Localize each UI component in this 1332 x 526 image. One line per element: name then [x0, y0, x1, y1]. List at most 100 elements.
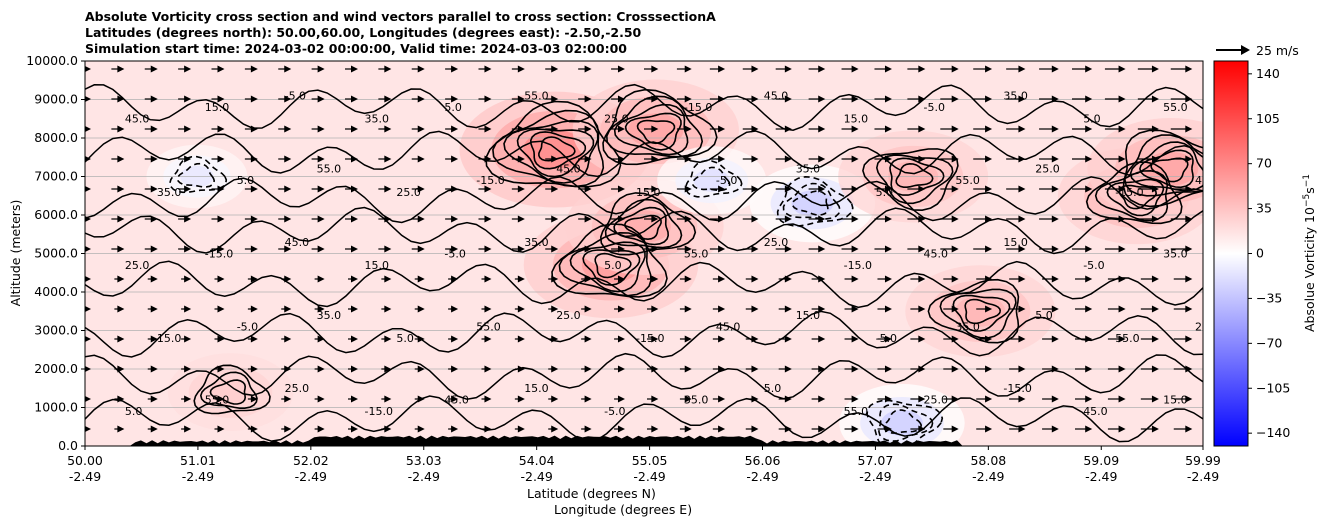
contour-line [569, 241, 646, 293]
wind-vector [943, 305, 959, 313]
contour-label: 35.0 [157, 186, 182, 199]
wind-vector [381, 365, 392, 373]
wind-vector [1173, 335, 1193, 343]
wind-vector [1006, 95, 1026, 103]
contour-label: 55.0 [684, 247, 709, 260]
wind-vector [578, 155, 592, 163]
wind-vector [478, 95, 492, 103]
wind-vector [448, 305, 459, 313]
wind-vector [214, 365, 225, 373]
wind-vector [481, 305, 492, 313]
contour-line [1085, 161, 1183, 225]
wind-vector [1104, 215, 1126, 223]
wind-vector [976, 395, 993, 403]
wind-vector [646, 335, 659, 343]
wind-vector [611, 155, 625, 163]
wind-vector [211, 125, 225, 133]
contour-label: 25.0 [924, 394, 949, 407]
contour-label: -5.0 [924, 101, 945, 114]
wind-vector [844, 275, 859, 283]
wind-vector [481, 335, 492, 343]
wind-vector [808, 155, 826, 163]
wind-vector [742, 125, 759, 133]
y-tick-label: 10000.0 [26, 53, 78, 68]
contour-label: 15.0 [844, 113, 869, 126]
wind-vector [214, 425, 225, 433]
wind-vector [578, 65, 592, 73]
wind-vector [1173, 365, 1193, 373]
wind-vector [1170, 185, 1193, 193]
colorbar-tick-label: 105 [1256, 111, 1280, 126]
contour-line [862, 148, 959, 212]
contour-label: 55.0 [476, 321, 501, 334]
wind-vector [314, 365, 325, 373]
contour-line [1150, 157, 1189, 183]
wind-vector [511, 65, 525, 73]
wind-vector [511, 245, 525, 253]
contour-line [538, 136, 576, 162]
wind-vector [1074, 275, 1093, 283]
wind-vector [278, 185, 292, 193]
wind-vector [347, 365, 358, 373]
wind-vector [1071, 245, 1093, 253]
wind-vector [445, 65, 459, 73]
x-tick-label-lon: -2.49 [972, 469, 1004, 484]
wind-vector [1009, 275, 1026, 283]
colorbar: 140 105 70 35 0 −35 −70 −105 −140 [1213, 60, 1290, 447]
wind-vector [808, 245, 826, 253]
wind-vector [445, 245, 459, 253]
colorbar-tick-label: −140 [1256, 425, 1290, 440]
wind-vector [347, 335, 358, 343]
wind-vector [244, 65, 258, 73]
contour-label: 35.0 [1003, 90, 1028, 103]
wind-vector [1170, 125, 1193, 133]
wind-vector [414, 395, 425, 403]
wind-vector [874, 155, 892, 163]
wind-vector [775, 155, 792, 163]
wind-vector [411, 95, 425, 103]
wind-vector [344, 95, 358, 103]
contour-line [85, 310, 1203, 358]
contour-label: 45.0 [556, 163, 581, 176]
reference-vector: 25 m/s [1216, 43, 1299, 58]
wind-vector [973, 185, 993, 193]
wind-vector [1137, 125, 1159, 133]
wind-vector [411, 245, 425, 253]
wind-vector [545, 215, 559, 223]
colorbar-gradient [1213, 60, 1249, 447]
wind-vector [214, 395, 225, 403]
wind-vector [478, 215, 492, 223]
contour-label: 5.0 [876, 186, 894, 199]
x-tick-label-lat: 55.05 [632, 453, 668, 468]
wind-vector [808, 65, 826, 73]
wind-vector [114, 305, 125, 313]
wind-vector [973, 125, 993, 133]
wind-vector [1140, 275, 1159, 283]
wind-vector [214, 305, 225, 313]
wind-vector [775, 245, 792, 253]
contour-line [691, 166, 731, 192]
wind-vector [1006, 125, 1026, 133]
wind-vector [742, 95, 759, 103]
contour-line [85, 83, 1203, 131]
wind-vector [643, 125, 659, 133]
contour-label: 35.0 [955, 321, 980, 334]
wind-vector [111, 245, 125, 253]
y-tick-label: 3000.0 [34, 323, 78, 338]
x-tick-label-lon: -2.49 [521, 469, 553, 484]
y-tick-label: 5000.0 [34, 246, 78, 261]
wind-vector [578, 125, 592, 133]
wind-vector [445, 95, 459, 103]
wind-vector [1006, 245, 1026, 253]
contour-line [875, 154, 954, 205]
wind-vector [709, 65, 726, 73]
wind-vector [211, 65, 225, 73]
wind-vector [811, 275, 826, 283]
wind-vector [646, 395, 659, 403]
wind-vector [811, 365, 826, 373]
wind-vector [85, 336, 91, 342]
wind-vector [378, 65, 392, 73]
wind-vector [709, 245, 726, 253]
wind-vector [144, 245, 158, 253]
wind-vector [907, 95, 926, 103]
